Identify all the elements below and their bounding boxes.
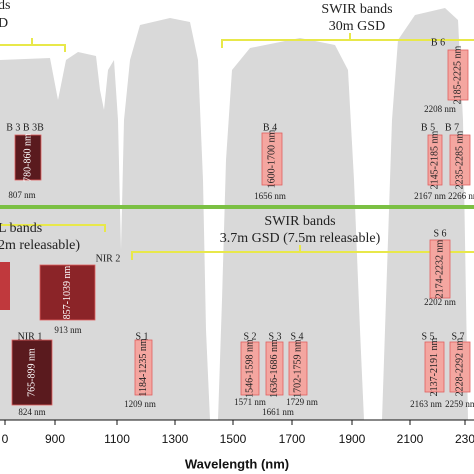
band-label: B 4 <box>263 122 277 133</box>
band-box <box>134 339 153 396</box>
heading: 3.7m GSD (7.5m releasable) <box>220 231 381 246</box>
band-center: 913 nm <box>54 325 81 335</box>
band-center: 2167 nm <box>414 191 446 201</box>
heading: SWIR bands <box>264 214 335 229</box>
band-range: 1184-1235 nm <box>138 338 149 396</box>
band-box <box>449 341 471 393</box>
band-label: S 4 <box>290 331 303 342</box>
band-center: 2259 nm <box>445 399 474 409</box>
band-label: B 5 <box>421 122 435 133</box>
band-range: 1600-1700 nm <box>266 129 277 188</box>
band-label: B 7 <box>445 122 459 133</box>
x-tick-label: 0 <box>2 432 9 446</box>
heading: 2m releasable) <box>0 238 80 253</box>
band-box <box>424 341 445 393</box>
bracket <box>221 33 474 48</box>
band-box <box>429 239 451 299</box>
band-label: NIR 1 <box>18 331 43 342</box>
band-center: 824 nm <box>18 407 45 417</box>
band-box <box>265 341 284 396</box>
band-box <box>449 134 471 186</box>
band-label: S 7 <box>451 331 464 342</box>
band-center: 807 nm <box>8 190 35 200</box>
heading: SWIR bands <box>321 2 392 17</box>
x-axis-title: Wavelength (nm) <box>185 456 289 471</box>
band-label: NIR 2 <box>96 253 121 264</box>
heading: ds <box>0 0 10 13</box>
band-range: 765-899 nm <box>26 348 37 397</box>
x-tick-label: 230 <box>455 432 474 446</box>
band-label: S 1 <box>135 331 148 342</box>
band-box <box>427 134 443 186</box>
atmospheric-transmission <box>0 8 468 420</box>
band-label: S 3 <box>268 331 281 342</box>
x-tick-label: 1900 <box>339 432 366 446</box>
band-range: 2185-2225 nm <box>452 45 463 104</box>
bracket <box>0 224 106 232</box>
bracket <box>0 38 66 52</box>
band-box <box>11 339 53 406</box>
band-center: 2266 nm <box>448 191 474 201</box>
band-label: S 6 <box>433 228 446 239</box>
band-range: 2235-2285 nm <box>454 130 465 189</box>
x-tick-label: 2100 <box>397 432 424 446</box>
x-tick-label: 900 <box>45 432 65 446</box>
heading: 30m GSD <box>329 19 385 34</box>
band-label: B 3 B 3B <box>6 122 44 133</box>
band-center: 2202 nm <box>424 297 456 307</box>
band-box <box>261 132 283 186</box>
band-range: 1702-1759 nm <box>292 339 303 398</box>
band-range: 2174-2232 nm <box>434 239 445 298</box>
band-label: S 5 <box>421 331 434 342</box>
band-label: B 6 <box>431 37 445 48</box>
band-center: 1729 nm <box>286 397 318 407</box>
band-range: 1546-1598 nm <box>244 339 255 398</box>
band-box <box>240 341 260 396</box>
band-range: 2145-2185 nm <box>429 130 440 189</box>
band-range: 780-860 nm <box>22 133 33 182</box>
x-tick-label: 1100 <box>104 432 130 446</box>
x-tick-label: 1500 <box>220 432 247 446</box>
band-box <box>14 134 42 181</box>
band-box <box>39 264 96 321</box>
band-center: 1656 nm <box>254 191 286 201</box>
band-center: 1209 nm <box>124 399 156 409</box>
heading: L bands <box>0 221 42 236</box>
band-box <box>288 341 308 396</box>
band-box-cropped <box>0 262 10 310</box>
band-label: S 2 <box>243 331 256 342</box>
band-box <box>447 49 469 101</box>
band-center: 1661 nm <box>262 407 294 417</box>
band-center: 2208 nm <box>424 104 456 114</box>
bracket <box>131 245 474 260</box>
band-range: 2228-2292 nm <box>454 337 465 396</box>
heading: D <box>0 16 8 31</box>
x-tick-label: 1300 <box>162 432 189 446</box>
x-tick-label: 1700 <box>279 432 306 446</box>
band-center: 1571 nm <box>234 397 266 407</box>
band-range: 2137-2191 nm <box>429 337 440 396</box>
band-center: 2163 nm <box>410 399 442 409</box>
band-range: 857-1039 nm <box>62 265 73 319</box>
band-range: 1636-1686 nm <box>269 339 280 398</box>
